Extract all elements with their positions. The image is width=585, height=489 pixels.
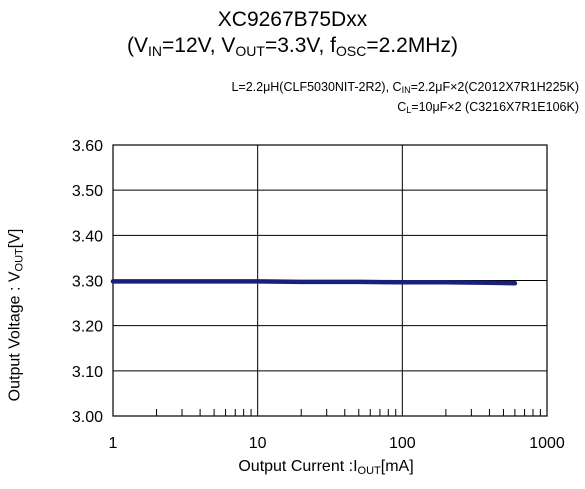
y-tick-label: 3.40 <box>72 228 103 245</box>
conditions-cl-sub: L <box>406 105 412 115</box>
y-tick-label: 3.50 <box>72 183 103 200</box>
y-axis-label: Output Voltage : VOUT[V] <box>7 229 26 402</box>
x-tick-label: 100 <box>389 435 416 452</box>
conditions-cin-sub: IN <box>401 85 411 95</box>
subtitle-fosc-sub: OSC <box>336 43 367 59</box>
subtitle-vout-sub: OUT <box>235 43 265 59</box>
vout-series-line <box>110 279 518 286</box>
x-tick-label: 1000 <box>529 435 565 452</box>
subtitle-fosc-value: =2.2MHz) <box>366 34 458 57</box>
y-tick-label: 3.60 <box>72 138 103 155</box>
x-axis-label-unit: [mA] <box>380 458 414 475</box>
y-axis-label-sub: OUT <box>13 248 26 272</box>
x-axis-label: Output Current :IOUT[mA] <box>105 458 547 477</box>
conditions-line-1: L=2.2μH(CLF5030NIT-2R2), CIN=2.2μF×2(C20… <box>231 80 579 95</box>
y-tick-label: 3.30 <box>72 274 103 291</box>
y-tick-label: 3.00 <box>72 409 103 426</box>
x-tick-label: 10 <box>249 435 267 452</box>
x-tick-label: 1 <box>109 435 118 452</box>
conditions-cl: =10μF×2 (C3216X7R1E106K) <box>411 100 579 114</box>
x-axis-label-text: Output Current :I <box>238 458 358 475</box>
y-tick-label: 3.10 <box>72 364 103 381</box>
subtitle-open: (V <box>127 34 149 57</box>
subtitle-vin-sub: IN <box>148 43 163 59</box>
conditions-cin: =2.2μF×2(C2012X7R1H225K) <box>410 80 579 94</box>
y-axis-label-text: Output Voltage : V <box>6 271 24 402</box>
chart-title: XC9267B75Dxx <box>217 8 368 31</box>
x-axis-label-sub: OUT <box>357 465 381 477</box>
chart-subtitle: (VIN=12V, VOUT=3.3V, fOSC=2.2MHz) <box>0 34 585 59</box>
conditions-line-2: CL=10μF×2 (C3216X7R1E106K) <box>397 100 579 115</box>
subtitle-vin-value: =12V, V <box>162 34 236 57</box>
y-tick-label: 3.20 <box>72 319 103 336</box>
conditions-inductor: L=2.2μH(CLF5030NIT-2R2), C <box>231 80 402 94</box>
subtitle-vout-value: =3.3V, f <box>264 34 337 57</box>
conditions-cl-prefix: C <box>397 100 407 114</box>
y-axis-label-unit: [V] <box>6 228 24 249</box>
